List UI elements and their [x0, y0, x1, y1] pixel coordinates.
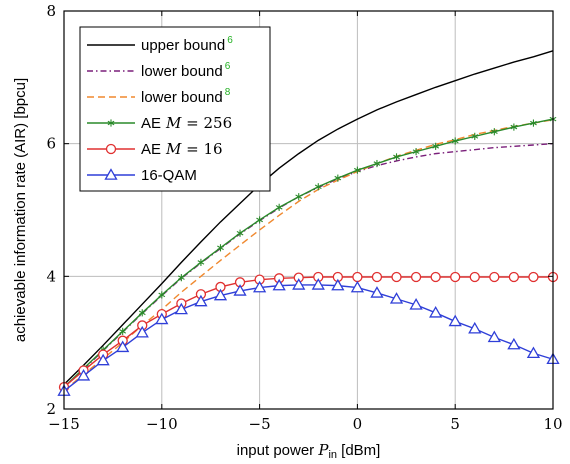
data-point: [331, 278, 345, 291]
x-axis-label-unit: [dBm]: [337, 442, 380, 459]
x-tick-label: 10: [543, 415, 562, 433]
data-point: [256, 216, 263, 224]
legend-label: lower bound 6: [141, 61, 231, 80]
series-ae-m-16: [58, 271, 559, 393]
data-point: [409, 298, 423, 310]
legend-label: upper bound 6: [141, 35, 233, 54]
data-point: [391, 271, 402, 283]
legend-marker: [105, 143, 117, 155]
data-point: [430, 271, 441, 283]
data-point: [350, 280, 365, 293]
legend-box: [79, 26, 271, 192]
data-point: [471, 132, 479, 140]
data-point: [177, 274, 185, 282]
data-point: [272, 278, 286, 291]
x-tick-label: 5: [450, 415, 460, 433]
legend-item: 16-QAM: [87, 167, 197, 184]
data-point: [158, 291, 166, 299]
data-point: [311, 278, 325, 290]
data-point: [236, 229, 244, 237]
legend-item: lower bound 6: [87, 61, 231, 80]
data-point: [197, 258, 205, 267]
data-point: [412, 148, 420, 156]
legend-item: AE M = 256: [87, 114, 232, 132]
series-line: [63, 118, 554, 388]
data-point: [373, 159, 381, 168]
x-axis-label-subscript: in: [328, 449, 337, 461]
y-tick-label: 4: [46, 267, 56, 285]
legend-label: 16-QAM: [141, 167, 197, 184]
data-point: [334, 174, 342, 182]
data-point: [526, 346, 541, 359]
data-point: [410, 271, 422, 283]
data-point: [510, 123, 518, 131]
x-tick-label: 0: [353, 415, 363, 433]
data-point: [155, 312, 169, 325]
y-tick-label: 2: [46, 400, 56, 418]
data-point: [528, 271, 539, 283]
data-point: [451, 137, 459, 145]
data-point: [448, 314, 462, 327]
x-tick-label: −15: [48, 415, 80, 433]
x-axis-label-symbol: P: [317, 441, 329, 459]
x-axis-label-prefix: input power: [237, 442, 319, 459]
legend-marker: [104, 168, 118, 180]
data-point: [295, 193, 303, 201]
x-axis-label: input power Pin [dBm]: [237, 441, 381, 461]
data-point: [76, 369, 91, 381]
legend-label: AE M = 256: [141, 114, 232, 132]
data-point: [487, 330, 501, 343]
data-point: [530, 119, 537, 127]
data-point: [314, 183, 322, 191]
data-point: [217, 244, 224, 252]
data-point: [468, 321, 482, 334]
legend-item: lower bound 8: [87, 87, 231, 106]
data-point: [292, 278, 306, 290]
y-tick-label: 6: [46, 135, 56, 153]
data-point: [354, 166, 361, 174]
series-line: [63, 50, 554, 385]
data-point: [370, 286, 384, 298]
data-point: [507, 337, 521, 350]
series-line: [63, 284, 554, 392]
series-upper-bound-6: [63, 50, 554, 385]
legend-item: AE M = 16: [87, 140, 223, 158]
legend-marker: [107, 119, 115, 127]
data-point: [389, 292, 404, 304]
plot-series: [57, 50, 560, 396]
data-point: [489, 271, 500, 283]
data-point: [119, 327, 127, 335]
data-point: [116, 340, 130, 353]
y-axis-label: achievable information rate (AIR) [bpcu]: [12, 78, 29, 342]
data-point: [450, 271, 461, 283]
data-point: [213, 288, 228, 301]
y-tick-label: 8: [46, 2, 56, 20]
data-point: [432, 142, 440, 150]
data-point: [275, 203, 283, 211]
data-point: [233, 284, 247, 296]
data-point: [469, 271, 480, 283]
data-point: [135, 325, 149, 338]
legend-label: lower bound 8: [141, 87, 231, 106]
x-tick-label: −10: [146, 415, 178, 433]
x-tick-label: −5: [249, 415, 271, 433]
series-16-qam: [57, 278, 560, 396]
data-point: [429, 306, 443, 318]
axis-ticks: −15 −10 −5 0 5 10 2 4 6 8: [46, 2, 562, 433]
legend: upper bound 6 lower bound 6 lower bound 8 AE M …: [79, 26, 271, 192]
data-point: [138, 309, 146, 317]
plot-frame: [63, 10, 554, 410]
data-point: [490, 128, 498, 136]
data-point: [508, 271, 520, 283]
legend-label: AE M = 16: [141, 140, 223, 158]
data-point: [96, 353, 110, 366]
data-point: [352, 271, 363, 283]
data-point: [252, 280, 267, 293]
legend-item: upper bound 6: [87, 35, 233, 54]
data-point: [393, 153, 400, 161]
data-point: [371, 271, 383, 283]
data-point: [194, 294, 208, 307]
data-point: [174, 302, 188, 315]
